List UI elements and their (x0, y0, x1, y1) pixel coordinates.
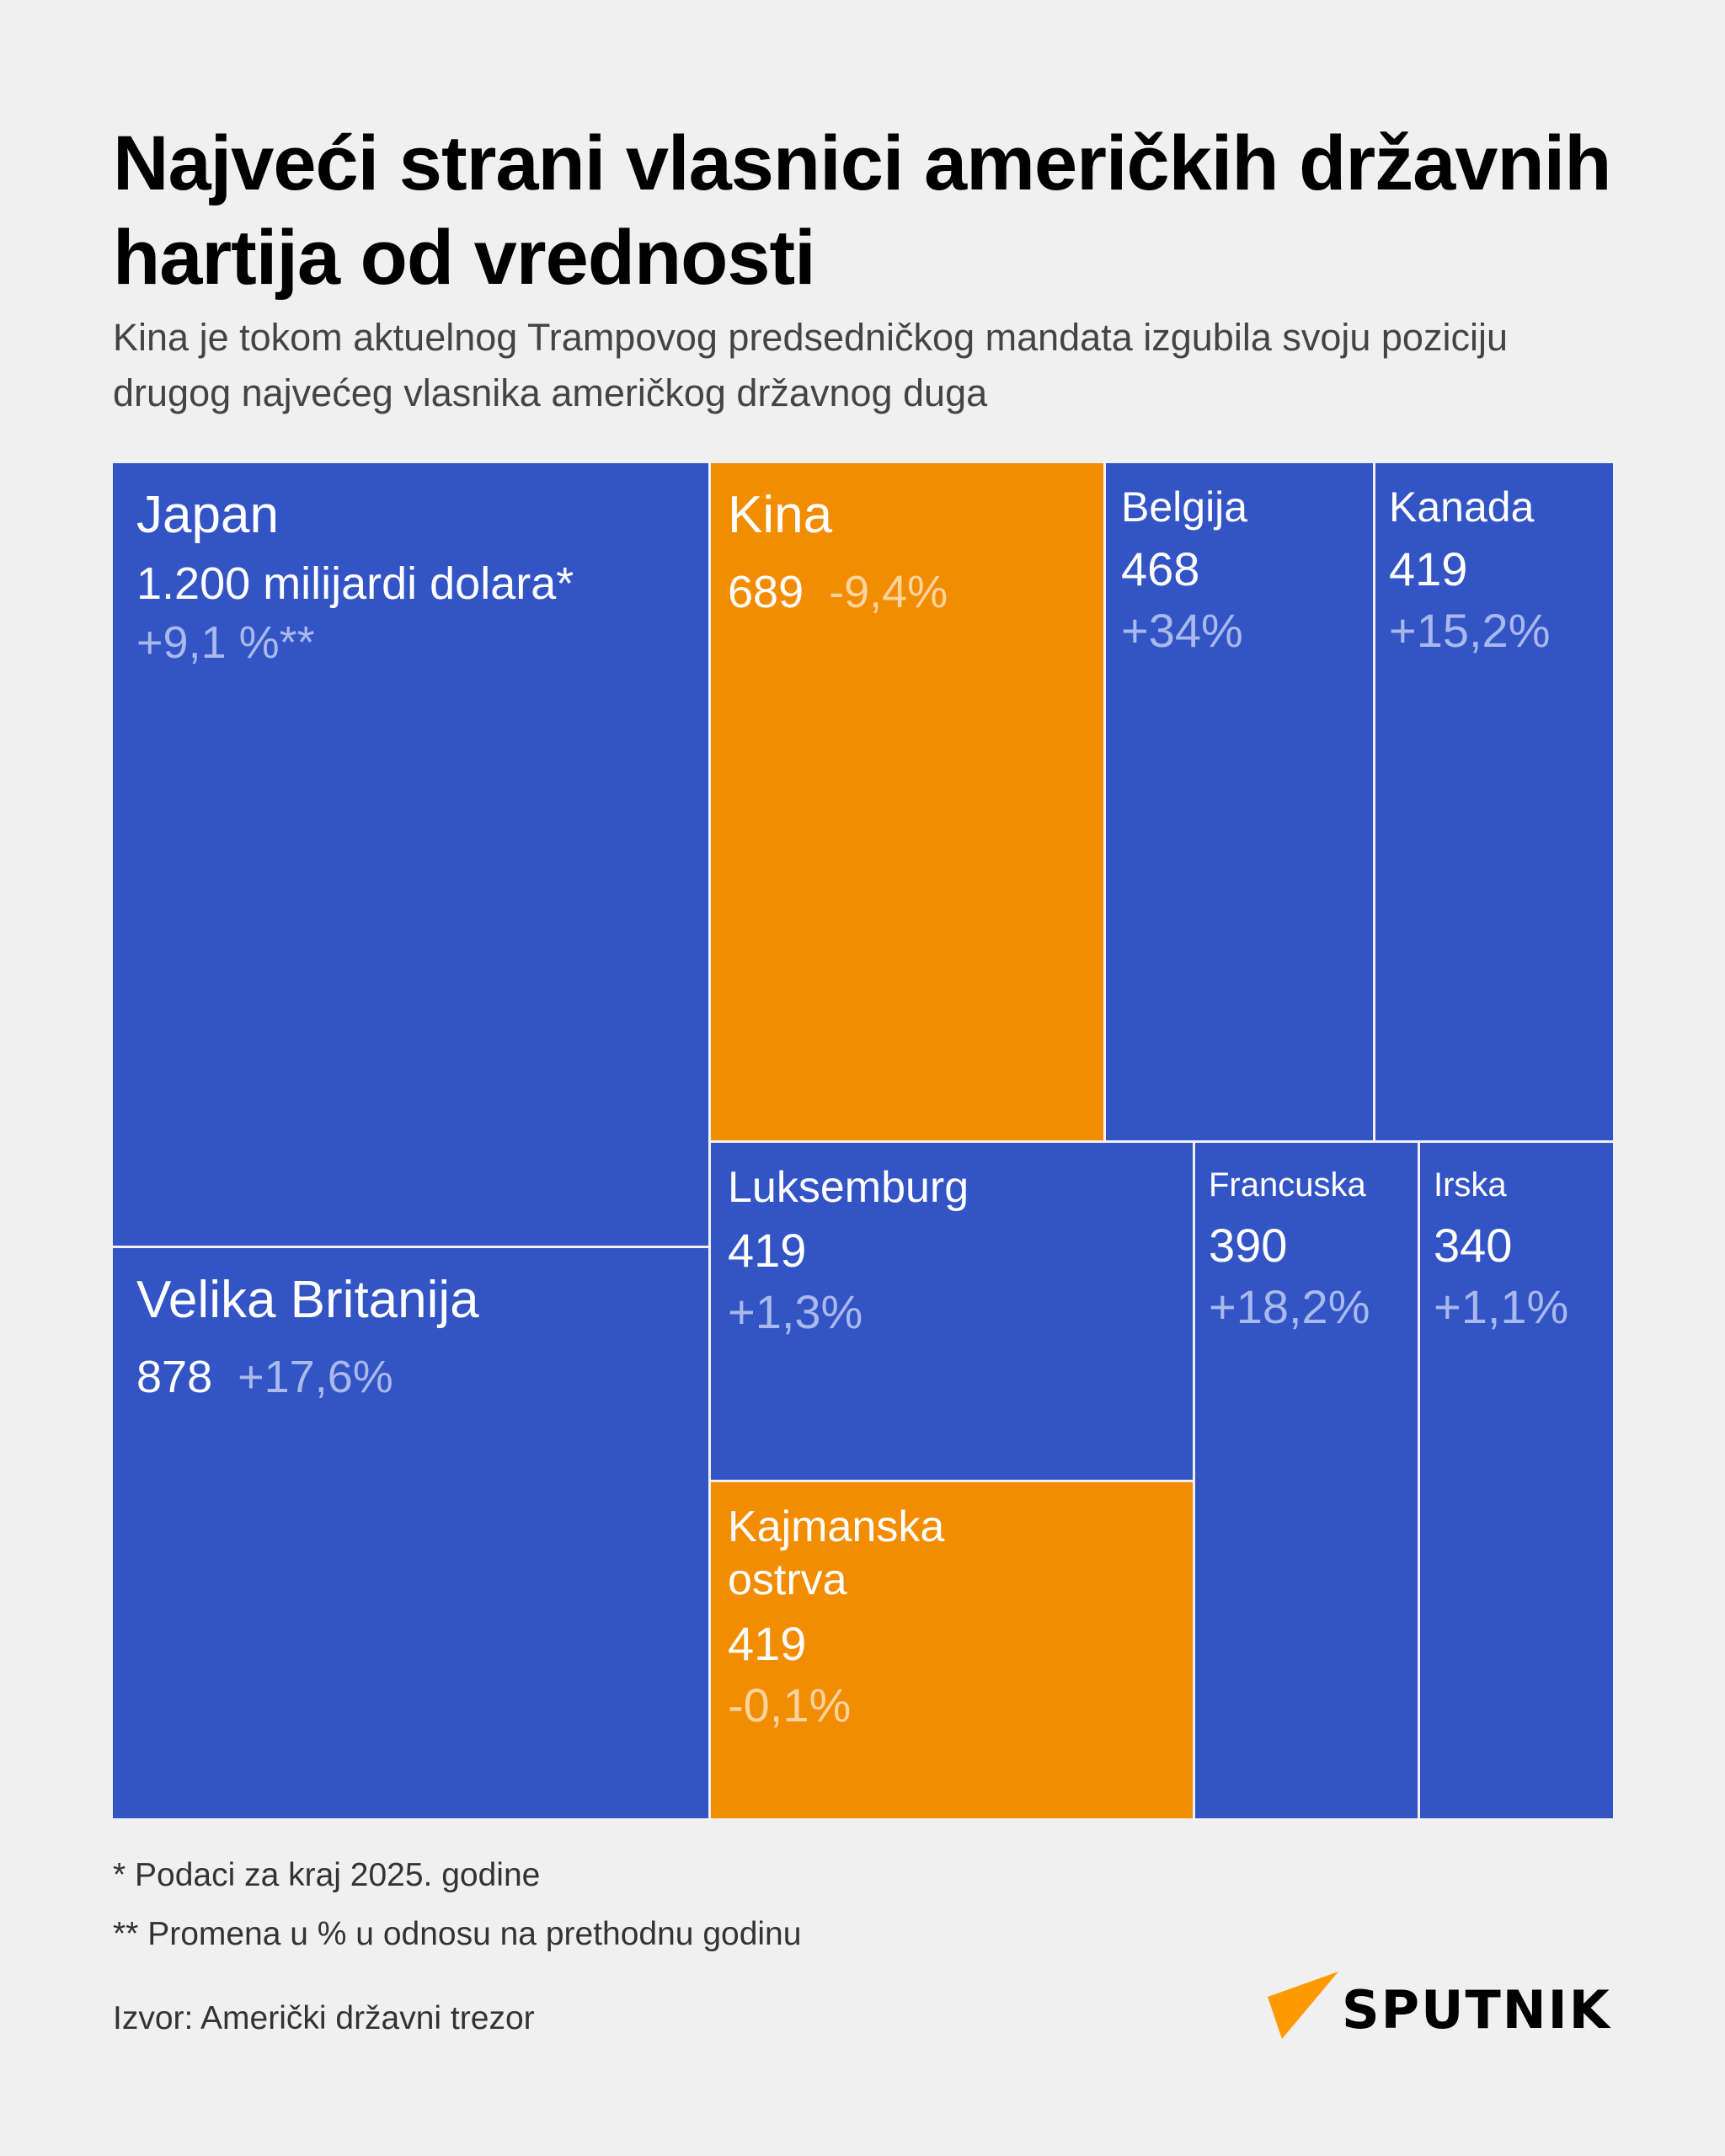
cell-name: Kanada (1389, 483, 1535, 531)
footnote-2: ** Promena u % u odnosu na prethodnu god… (113, 1916, 802, 1952)
cell-name: Velika Britanija (136, 1271, 479, 1329)
sputnik-triangle-icon: SPUTNIK (1268, 1972, 1611, 2041)
page-title: Najveći strani vlasnici američkih državn… (113, 120, 1611, 301)
source: Izvor: Američki državni trezor (113, 2000, 535, 2036)
cell-change: +9,1 %** (136, 616, 315, 668)
cell-value: 468 (1121, 542, 1200, 595)
cell-value: 689 (728, 566, 804, 617)
cell-name: Irska (1434, 1166, 1507, 1203)
cell-value: 390 (1209, 1218, 1288, 1272)
treemap-cell-irska: Irska 340 +1,1% (1420, 1143, 1613, 1818)
sputnik-logo: SPUTNIK (1268, 1971, 1613, 2051)
cell-change: +1,3% (728, 1285, 863, 1339)
treemap-cell-japan: Japan 1.200 milijardi dolara* +9,1 %** (113, 463, 708, 1246)
treemap-cell-kajmanska-ostrva: Kajmanska ostrva 419 -0,1% (711, 1482, 1193, 1818)
cell-value: 419 (1389, 542, 1468, 595)
cell-change: +17,6% (238, 1351, 393, 1402)
logo-text: SPUTNIK (1342, 1979, 1611, 2041)
treemap-cell-kanada: Kanada 419 +15,2% (1375, 463, 1613, 1140)
treemap-cell-belgija: Belgija 468 +34% (1106, 463, 1373, 1140)
treemap-cell-velika-britanija: Velika Britanija 878 +17,6% (113, 1248, 708, 1818)
page-subtitle: Kina je tokom aktuelnog Trampovog predse… (113, 316, 1508, 414)
treemap-cell-francuska: Francuska 390 +18,2% (1195, 1143, 1418, 1818)
cell-change: -0,1% (728, 1678, 852, 1732)
cell-name: Kina (728, 486, 833, 544)
cell-value: 340 (1434, 1218, 1513, 1272)
cell-name: Luksemburg (728, 1163, 969, 1212)
cell-value: 419 (728, 1224, 807, 1278)
cell-value: 878 (136, 1351, 213, 1402)
cell-change: +15,2% (1389, 604, 1551, 657)
treemap-cell-luksemburg: Luksemburg 419 +1,3% (711, 1143, 1193, 1480)
cell-change: -9,4% (829, 566, 948, 617)
footnote-1: * Podaci za kraj 2025. godine (113, 1857, 541, 1893)
cell-change: +18,2% (1209, 1279, 1370, 1333)
cell-name: Kajmanska ostrva (728, 1502, 945, 1605)
cell-value: 1.200 milijardi dolara* (136, 558, 574, 609)
cell-name: Japan (136, 486, 279, 544)
cell-name: Belgija (1121, 483, 1248, 531)
treemap-cell-kina: Kina 689 -9,4% (711, 463, 1103, 1140)
cell-value: 419 (728, 1616, 807, 1670)
cell-change: +34% (1121, 604, 1243, 657)
cell-change: +1,1% (1434, 1279, 1569, 1333)
cell-name: Francuska (1209, 1166, 1366, 1203)
